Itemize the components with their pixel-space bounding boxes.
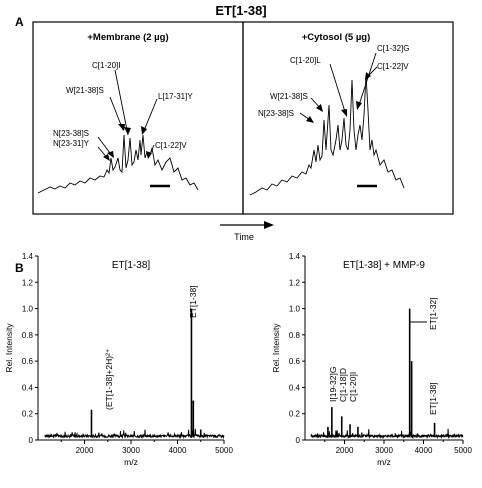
peak-label: I[19-32]G xyxy=(328,367,338,402)
arrowhead xyxy=(118,124,125,131)
x-tick-label: 4000 xyxy=(415,446,433,455)
y-tick-label: 1.0 xyxy=(289,305,301,314)
panel-a: +Membrane (2 µg) +Cytosol (5 µg) C[1-20]… xyxy=(32,21,454,242)
label-n2338s-left: N[23-38]S xyxy=(53,129,89,138)
y-tick-label: 0 xyxy=(296,436,301,445)
time-label: Time xyxy=(234,232,254,242)
panel-a-left-title: +Membrane (2 µg) xyxy=(87,32,168,43)
y-tick-label: 0.8 xyxy=(289,331,301,340)
panel-a-left-frame xyxy=(32,21,244,215)
trace-membrane xyxy=(37,134,199,194)
arrowhead xyxy=(341,109,347,117)
peak-label: ET[1-38] xyxy=(188,285,198,318)
y-tick-label: 1.0 xyxy=(22,305,34,314)
label-c122v-right: C[1-22]V xyxy=(377,62,409,71)
figure-title: ET[1-38] xyxy=(215,3,266,18)
arrowhead xyxy=(306,116,314,123)
arrow-c120i-left xyxy=(114,69,129,136)
y-axis-label: Rel. Intensity xyxy=(271,323,281,373)
time-arrowhead xyxy=(264,221,274,229)
x-tick-label: 3000 xyxy=(375,446,393,455)
spectrum-et1-38: 0 0.2 0.4 0.6 0.8 1.0 1.2 1.4 2000 3000 4000 5000 m/… xyxy=(4,252,233,467)
x-tick-label: 5000 xyxy=(215,446,233,455)
y-tick-label: 1.4 xyxy=(22,252,34,261)
arrowhead xyxy=(103,154,110,161)
peak-label: ET[1-38] xyxy=(428,382,438,415)
y-axis-label: Rel. Intensity xyxy=(4,323,14,373)
label-w2138s-left: W[21-38]S xyxy=(66,86,104,95)
arrowhead xyxy=(146,151,152,159)
y-tick-label: 0.8 xyxy=(22,331,34,340)
x-axis-label: m/z xyxy=(377,457,391,467)
arrow-l1731y xyxy=(142,98,158,134)
arrowhead xyxy=(141,126,147,135)
label-l1731y: L[17-31]Y xyxy=(158,92,193,101)
arrow-c132g xyxy=(357,52,377,109)
ann-right: C[1-32]G C[1-20]L C[1-22]V W[21-38]S N[2… xyxy=(258,44,409,188)
arrowhead xyxy=(107,151,114,158)
spectrum-title: ET[1-38] + MMP-9 xyxy=(343,260,425,271)
x-tick-label: 2000 xyxy=(76,446,94,455)
y-tick-label: 0.2 xyxy=(22,410,34,419)
x-tick-label: 2000 xyxy=(336,446,354,455)
y-tick-label: 0.4 xyxy=(289,383,301,392)
peak-label: C[1-20]I xyxy=(348,372,358,402)
spectrum-baseline xyxy=(310,428,464,440)
y-tick-label: 1.4 xyxy=(289,252,301,261)
panel-b-letter: B xyxy=(15,261,24,275)
panel-a-right-title: +Cytosol (5 µg) xyxy=(302,32,371,43)
y-tick-label: 0.6 xyxy=(22,357,34,366)
peak-label: (ET[1-38]+2H)²⁺ xyxy=(104,349,114,410)
ann-left: C[1-20]I W[21-38]S L[17-31]Y N[23-38]S N… xyxy=(53,61,193,188)
arrowhead xyxy=(356,101,362,110)
x-tick-label: 3000 xyxy=(122,446,140,455)
arrowhead xyxy=(124,127,131,135)
label-c120l: C[1-20]L xyxy=(290,56,321,65)
arrowhead xyxy=(316,104,323,112)
x-tick-label: 5000 xyxy=(454,446,472,455)
spectrum-et1-38-mmp9: 0 0.2 0.4 0.6 0.8 1.0 1.2 1.4 2000 3000 4000 5000 m/… xyxy=(271,252,472,467)
label-n2338s-right: N[23-38]S xyxy=(258,109,294,118)
spectrum-baseline xyxy=(44,428,225,440)
trace-cytosol xyxy=(249,74,405,196)
x-tick-label: 4000 xyxy=(169,446,187,455)
x-axis-label: m/z xyxy=(124,457,138,467)
y-tick-label: 0.2 xyxy=(289,410,301,419)
y-tick-label: 0 xyxy=(29,436,34,445)
panel-a-letter: A xyxy=(15,15,24,29)
y-tick-label: 0.4 xyxy=(22,383,34,392)
arrow-c120l xyxy=(329,63,347,116)
label-c120i-left: C[1-20]I xyxy=(92,61,120,70)
y-tick-label: 0.6 xyxy=(289,357,301,366)
peak-label: ET[1-32] xyxy=(428,297,438,330)
label-w2138s-right: W[21-38]S xyxy=(270,92,308,101)
label-c132g: C[1-32]G xyxy=(377,44,409,53)
peak-label: C[1-18]D xyxy=(338,368,348,402)
label-c122v-left: C[1-22]V xyxy=(155,141,187,150)
arrowhead xyxy=(365,72,371,80)
panel-a-right-frame xyxy=(242,21,454,215)
y-tick-label: 1.2 xyxy=(289,278,301,287)
spectrum-title: ET[1-38] xyxy=(112,260,151,271)
y-tick-label: 1.2 xyxy=(22,278,34,287)
label-n2331y: N[23-31]Y xyxy=(53,139,90,148)
